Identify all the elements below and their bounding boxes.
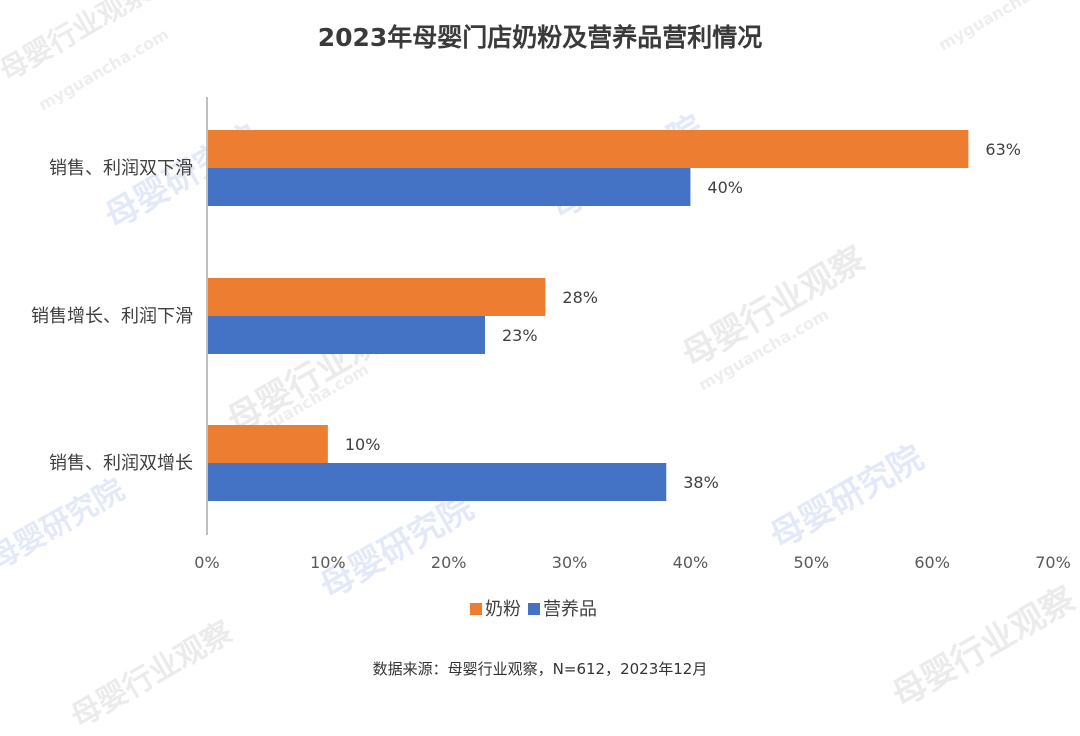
- bars-layer: 63% 40% 销售、利润双下滑 28% 23% 销售增长、利润下滑 10% 38% 销售、利润…: [31, 130, 1021, 501]
- bar-奶粉-2: [207, 425, 328, 463]
- legend-swatch: [470, 603, 482, 615]
- x-tick-label: 0%: [194, 553, 219, 572]
- data-label: 10%: [345, 435, 381, 454]
- bar-奶粉-0: [207, 130, 969, 168]
- x-tick-label: 20%: [431, 553, 467, 572]
- legend-swatch: [528, 603, 540, 615]
- category-label: 销售、利润双下滑: [49, 158, 193, 179]
- bar-奶粉-1: [207, 278, 546, 316]
- legend: 奶粉 营养品: [470, 599, 597, 620]
- source-note: 数据来源：母婴行业观察，N=612，2023年12月: [373, 660, 708, 678]
- category-label: 销售、利润双增长: [49, 453, 193, 474]
- chart-title: 2023年母婴门店奶粉及营养品营利情况: [318, 23, 763, 52]
- x-tick-label: 50%: [794, 553, 830, 572]
- x-tick-label: 10%: [310, 553, 346, 572]
- legend-label: 营养品: [543, 599, 597, 620]
- x-tick-label: 70%: [1035, 553, 1071, 572]
- data-label: 40%: [707, 178, 743, 197]
- bar-营养品-0: [207, 168, 691, 206]
- x-tick-label: 60%: [914, 553, 950, 572]
- bar-营养品-1: [207, 316, 485, 354]
- data-label: 28%: [562, 288, 598, 307]
- bar-营养品-2: [207, 463, 667, 501]
- x-tick-label: 30%: [552, 553, 588, 572]
- data-label: 23%: [502, 326, 538, 345]
- bar-chart: 2023年母婴门店奶粉及营养品营利情况 63% 40% 销售、利润双下滑 28% 23%…: [31, 23, 1071, 678]
- data-label: 38%: [683, 473, 719, 492]
- category-label: 销售增长、利润下滑: [31, 306, 193, 327]
- legend-label: 奶粉: [485, 599, 521, 620]
- axis-layer: 0% 10% 20% 30% 40% 50% 60% 70%: [194, 97, 1071, 572]
- data-label: 63%: [985, 140, 1021, 159]
- x-tick-label: 40%: [673, 553, 709, 572]
